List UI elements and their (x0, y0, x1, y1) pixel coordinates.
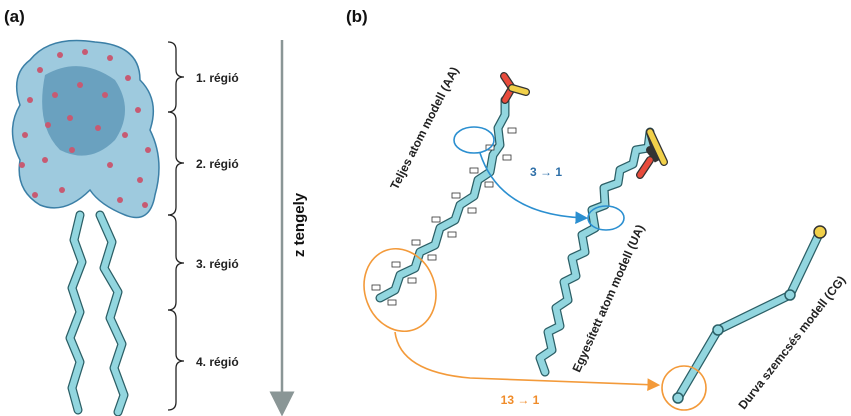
headgroup-surface (13, 40, 160, 217)
lipid-tails (70, 215, 124, 412)
panel-label: (a) (4, 7, 25, 26)
mapping-13-to-1 (353, 239, 706, 410)
panel-label: (b) (346, 7, 368, 26)
region-label: 4. régió (196, 355, 239, 369)
mapping-label: 3 → 1 (530, 165, 562, 179)
region-label: 1. régió (196, 71, 239, 85)
region-braces (168, 42, 184, 410)
region-label: 2. régió (196, 157, 239, 171)
coarse-grained-model (673, 226, 826, 403)
model-label: Teljes atom modell (AA) (387, 65, 461, 192)
axis-label: z tengely (291, 192, 308, 257)
figure: (a) 1. régió 2. régió 3. régió 4. régió … (0, 0, 851, 416)
region-label: 3. régió (196, 257, 239, 271)
mapping-label: 13 → 1 (501, 393, 540, 407)
